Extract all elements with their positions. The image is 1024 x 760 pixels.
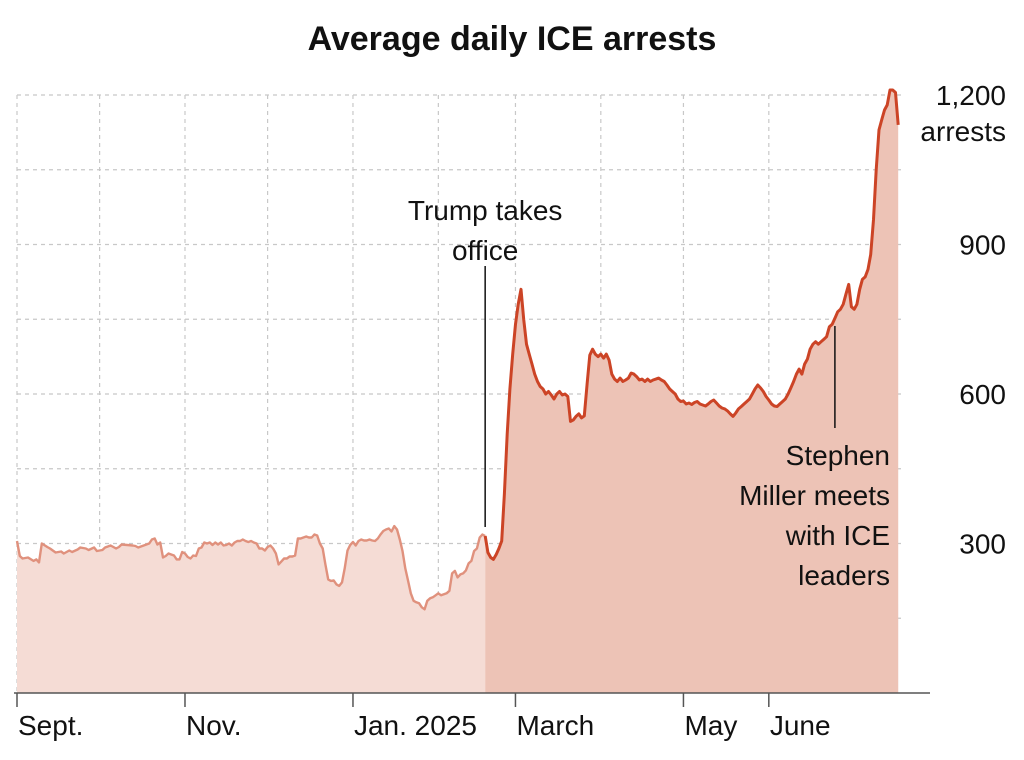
x-tick-label: Jan. 2025 <box>354 710 477 741</box>
x-tick-label: June <box>770 710 831 741</box>
area-fills <box>17 90 899 693</box>
area-before-inauguration <box>17 526 486 693</box>
x-tick-label: Sept. <box>18 710 83 741</box>
series-lines <box>15 88 900 611</box>
annotation-label: leaders <box>798 560 890 591</box>
axes: Sept. Nov. Jan. 2025 March May June 300 600 900 1… <box>14 80 1006 741</box>
annotations: Trump takes office Stephen Miller meets with… <box>408 195 890 591</box>
annotation-label: office <box>452 235 518 266</box>
series-line-before-inauguration <box>15 524 486 611</box>
y-unit-label: arrests <box>920 116 1006 147</box>
x-tick-label: March <box>516 710 594 741</box>
y-tick-label: 1,200 <box>936 80 1006 111</box>
annotation-label: Trump takes <box>408 195 563 226</box>
annotation-label: with ICE <box>785 520 890 551</box>
y-tick-label: 900 <box>959 230 1006 261</box>
area-after-inauguration <box>485 90 899 693</box>
chart-title: Average daily ICE arrests <box>308 20 717 58</box>
annotation-label: Stephen <box>786 440 890 471</box>
x-tick-label: Nov. <box>186 710 242 741</box>
y-tick-label: 600 <box>959 379 1006 410</box>
y-tick-label: 300 <box>959 529 1006 560</box>
series-line-after-inauguration <box>483 88 900 561</box>
x-tick-label: May <box>684 710 737 741</box>
annotation-label: Miller meets <box>739 480 890 511</box>
